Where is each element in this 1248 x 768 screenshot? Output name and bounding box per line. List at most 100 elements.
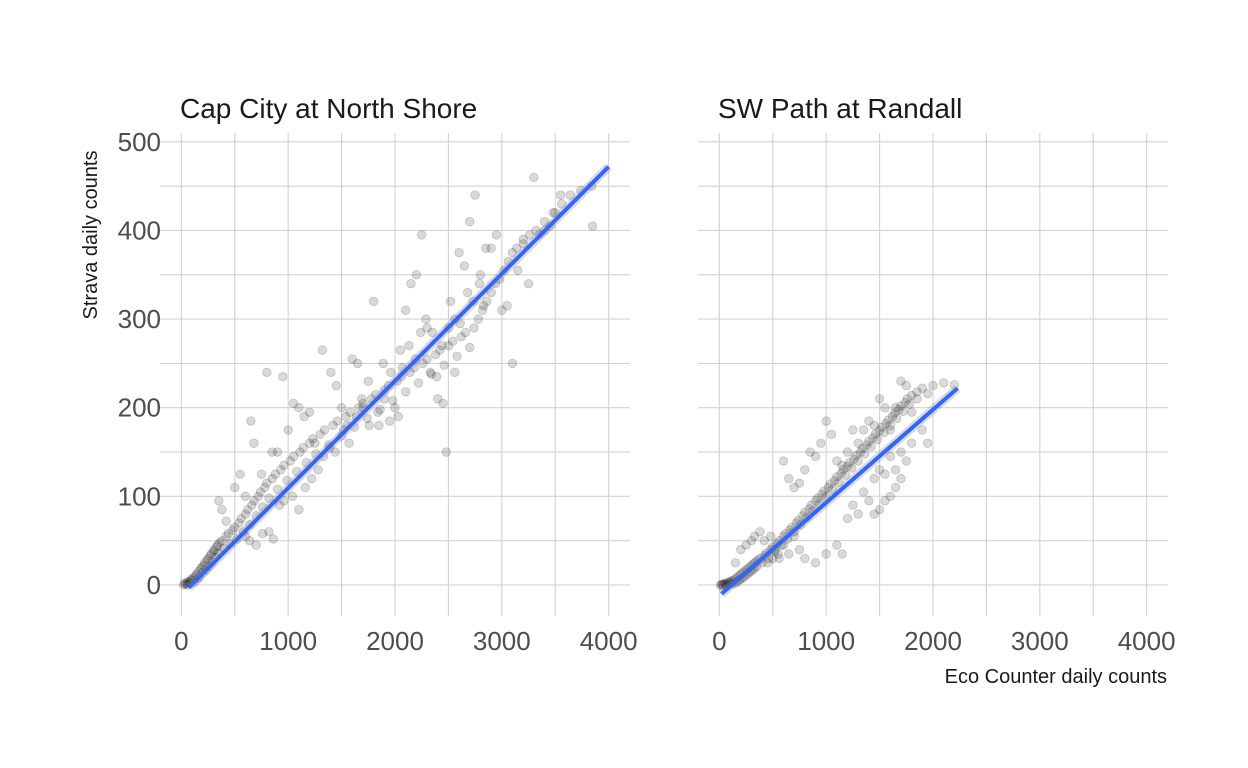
scatter-point bbox=[417, 230, 427, 240]
scatter-point bbox=[778, 456, 789, 466]
scatter-point bbox=[539, 216, 550, 227]
x-tick-label: 3000 bbox=[473, 626, 531, 656]
scatter-point bbox=[736, 544, 746, 555]
x-tick-label: 1000 bbox=[797, 626, 855, 656]
scatter-point bbox=[821, 549, 831, 559]
scatter-point bbox=[475, 270, 486, 280]
scatter-point bbox=[885, 425, 895, 435]
scatter-point bbox=[292, 466, 302, 477]
scatter-point bbox=[902, 394, 913, 404]
scatter-point bbox=[810, 558, 821, 568]
scatter-point bbox=[395, 345, 406, 355]
scatter-point bbox=[880, 403, 890, 413]
scatter-point bbox=[880, 469, 890, 479]
scatter-point bbox=[507, 358, 518, 369]
scatter-point bbox=[794, 544, 805, 555]
panel-2: SW Path at Randall 0 1000 2000 3000 4000 bbox=[698, 93, 1176, 656]
scatter-point bbox=[894, 404, 904, 415]
x-tick-label: 2000 bbox=[904, 626, 962, 656]
scatter-point bbox=[755, 527, 765, 537]
panel-1-x-tick-labels: 0 1000 2000 3000 4000 bbox=[174, 626, 637, 656]
scatter-point bbox=[784, 473, 794, 484]
scatter-point bbox=[849, 454, 859, 464]
scatter-point bbox=[450, 367, 460, 377]
scatter-point bbox=[896, 401, 906, 411]
scatter-point bbox=[864, 496, 874, 506]
scatter-point bbox=[230, 482, 240, 493]
scatter-point bbox=[310, 438, 320, 448]
scatter-point bbox=[477, 305, 488, 315]
scatter-point bbox=[887, 411, 898, 422]
scatter-point bbox=[885, 491, 895, 502]
scatter-point bbox=[762, 558, 773, 568]
scatter-point bbox=[230, 522, 240, 533]
x-tick-label: 0 bbox=[174, 626, 188, 656]
scatter-point bbox=[299, 411, 309, 422]
scatter-point bbox=[288, 398, 299, 409]
scatter-point bbox=[858, 425, 869, 435]
scatter-point bbox=[206, 549, 216, 559]
scatter-point bbox=[874, 465, 885, 475]
scatter-point bbox=[282, 475, 292, 486]
scatter-point bbox=[851, 450, 861, 461]
x-tick-label: 0 bbox=[712, 626, 726, 656]
scatter-point bbox=[264, 493, 274, 503]
scatter-point bbox=[768, 553, 778, 564]
scatter-point bbox=[294, 403, 304, 413]
scatter-point bbox=[298, 442, 308, 453]
scatter-point bbox=[922, 438, 933, 448]
scatter-point bbox=[235, 469, 245, 479]
scatter-point bbox=[870, 429, 881, 440]
scatter-point bbox=[352, 358, 363, 369]
scatter-point bbox=[864, 416, 874, 426]
scatter-point bbox=[454, 247, 464, 258]
scatter-point bbox=[513, 265, 523, 276]
scatter-point bbox=[804, 504, 814, 514]
scatter-point bbox=[332, 416, 343, 426]
scatter-point bbox=[832, 456, 842, 466]
scatter-point bbox=[469, 323, 479, 333]
scatter-point bbox=[437, 340, 447, 351]
scatter-point bbox=[441, 447, 451, 457]
scatter-point bbox=[357, 394, 367, 404]
scatter-point bbox=[565, 190, 575, 200]
scatter-point bbox=[341, 411, 351, 422]
scatter-point bbox=[362, 413, 372, 424]
scatter-point bbox=[427, 327, 438, 338]
scatter-point bbox=[430, 349, 441, 360]
scatter-point bbox=[891, 413, 902, 424]
scatter-point bbox=[276, 465, 286, 475]
x-tick-label: 1000 bbox=[259, 626, 317, 656]
scatter-point bbox=[257, 528, 268, 539]
scatter-point bbox=[812, 493, 823, 503]
scatter-point bbox=[279, 460, 289, 471]
scatter-point bbox=[247, 500, 257, 510]
y-tick-label: 300 bbox=[118, 304, 161, 334]
scatter-point bbox=[400, 387, 411, 397]
scatter-point bbox=[413, 378, 424, 388]
scatter-point bbox=[295, 447, 305, 457]
scatter-point bbox=[718, 580, 729, 590]
scatter-point bbox=[422, 354, 432, 364]
scatter-point bbox=[287, 491, 298, 502]
scatter-point bbox=[375, 404, 385, 415]
scatter-point bbox=[869, 473, 879, 484]
scatter-point bbox=[890, 403, 901, 413]
scatter-point bbox=[208, 546, 219, 557]
scatter-point bbox=[826, 429, 837, 440]
scatter-point bbox=[904, 399, 915, 409]
scatter-point bbox=[217, 504, 227, 515]
scatter-point bbox=[898, 406, 908, 416]
scatter-point bbox=[810, 496, 821, 506]
scatter-point bbox=[358, 398, 368, 409]
scatter-point bbox=[853, 509, 863, 519]
scatter-point bbox=[486, 243, 496, 253]
y-tick-label: 500 bbox=[118, 127, 161, 157]
scatter-point bbox=[378, 358, 388, 369]
scatter-point bbox=[879, 427, 889, 438]
scatter-point bbox=[830, 475, 840, 486]
scatter-point bbox=[425, 367, 435, 377]
scatter-point bbox=[716, 580, 727, 590]
scatter-point bbox=[256, 469, 267, 479]
